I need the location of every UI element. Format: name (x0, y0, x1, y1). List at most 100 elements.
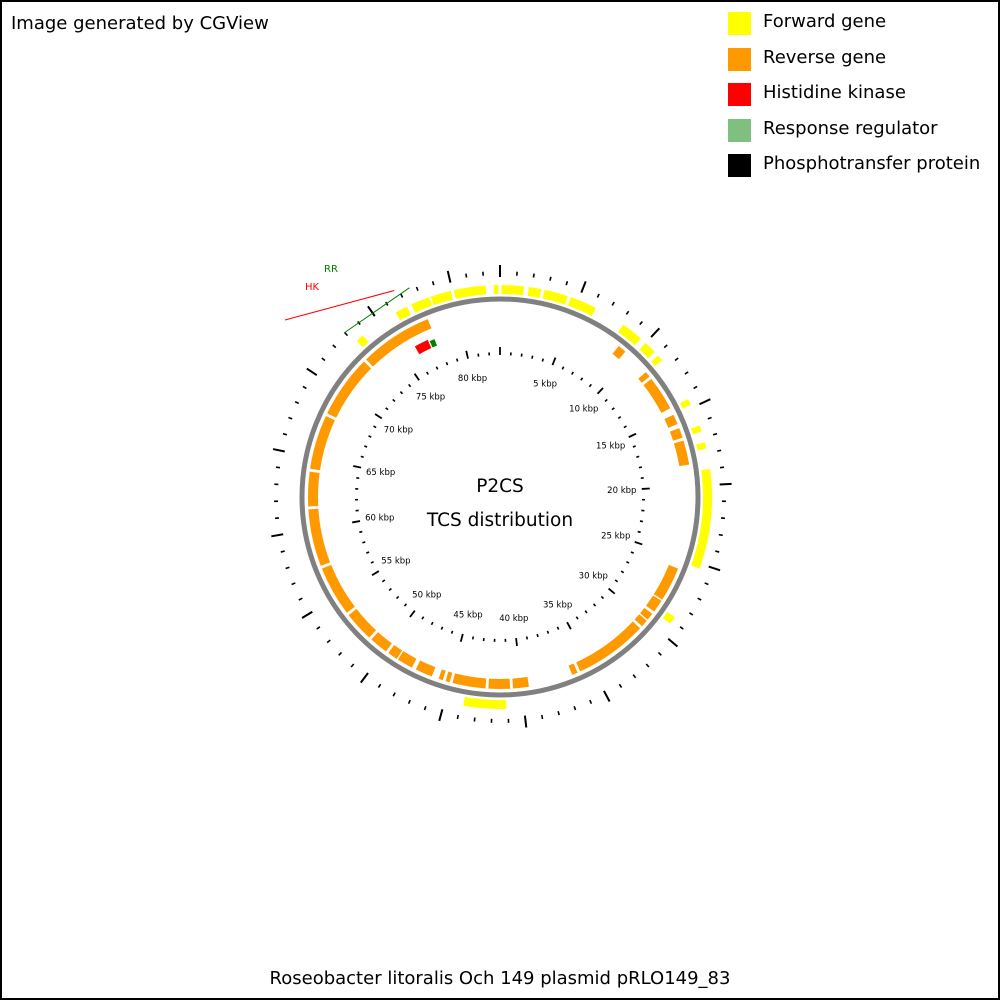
reverse-gene (643, 378, 671, 413)
outer-minor-tick (326, 639, 331, 644)
scale-label: 60 kbp (365, 514, 394, 524)
outer-minor-tick (639, 320, 643, 326)
inner-minor-tick (359, 530, 363, 534)
outer-minor-tick (285, 566, 290, 570)
hk-callout-line (284, 290, 395, 321)
outer-minor-tick (719, 466, 725, 469)
scale-label: 30 kbp (579, 572, 608, 582)
outer-minor-tick (332, 344, 337, 349)
cgview-credit: Image generated by CGView (11, 13, 269, 34)
reverse-gene (673, 440, 690, 467)
outer-minor-tick (717, 449, 722, 452)
outer-minor-tick (557, 711, 560, 716)
scale-label: 65 kbp (366, 468, 395, 478)
outer-minor-tick (282, 432, 288, 436)
outer-major-tick (360, 672, 369, 684)
outer-minor-tick (693, 385, 698, 390)
histidine-kinase-swatch (728, 83, 751, 106)
outer-minor-tick (302, 385, 307, 390)
inner-minor-tick (435, 366, 439, 370)
forward-gene (618, 324, 641, 346)
inner-major-tick (409, 610, 416, 618)
plasmid-backbone (299, 296, 701, 698)
outer-minor-tick (632, 674, 637, 679)
reverse-gene (634, 614, 647, 627)
inner-major-tick (551, 357, 557, 366)
outer-minor-tick (316, 626, 321, 630)
outer-minor-tick (549, 276, 552, 281)
scale-label: 35 kbp (543, 601, 572, 611)
outer-minor-tick (618, 683, 623, 688)
forward-gene (542, 289, 568, 305)
forward-gene (639, 342, 655, 359)
legend-label: Histidine kinase (763, 82, 906, 103)
inner-minor-tick (600, 595, 605, 600)
inner-minor-tick (611, 407, 615, 411)
scale-label: 80 kbp (458, 374, 487, 384)
forward-gene (430, 290, 453, 306)
inner-minor-tick (440, 626, 444, 630)
inner-minor-tick (471, 636, 475, 640)
reverse-gene (310, 416, 335, 471)
inner-major-tick (515, 637, 518, 647)
outer-major-tick (306, 367, 318, 377)
outer-minor-tick (712, 432, 718, 436)
forward-gene (395, 306, 411, 321)
outer-minor-tick (294, 400, 300, 405)
scale-label: 55 kbp (381, 557, 410, 567)
outer-minor-tick (715, 550, 720, 553)
inner-minor-tick (370, 560, 374, 564)
reverse-gene (640, 607, 653, 620)
inner-minor-tick (455, 358, 459, 362)
reverse-gene (488, 678, 511, 689)
inner-major-tick (371, 570, 380, 577)
outer-minor-tick (718, 533, 723, 537)
reverse-gene (327, 361, 372, 418)
forward-gene (662, 611, 675, 624)
outer-major-tick (580, 281, 587, 293)
inner-minor-tick (403, 603, 408, 607)
reverse-gene (638, 372, 650, 383)
outer-major-tick (271, 533, 284, 538)
feature-label-group: HK RR (284, 264, 410, 334)
inner-minor-tick (363, 445, 368, 448)
outer-major-tick (699, 398, 711, 406)
reverse-gene (415, 660, 436, 677)
inner-major-tick (459, 633, 464, 643)
forward-gene (691, 468, 712, 569)
inner-minor-tick (421, 616, 425, 620)
inner-minor-tick (525, 636, 529, 640)
outer-minor-tick (338, 651, 343, 656)
reverse-gene (321, 564, 355, 613)
outer-minor-tick (275, 466, 281, 469)
legend-label: Phosphotransfer protein (763, 153, 981, 174)
outer-minor-tick (625, 310, 630, 315)
outer-minor-tick (280, 550, 285, 553)
reverse-gene (445, 671, 453, 683)
forward-gene (679, 398, 691, 409)
reverse-gene-swatch (728, 47, 751, 71)
reverse-gene (366, 319, 432, 367)
forward-gene (691, 425, 702, 435)
inner-minor-tick (546, 630, 550, 634)
scale-label: 50 kbp (412, 591, 441, 601)
outer-minor-tick (350, 663, 355, 668)
outer-minor-tick (400, 293, 404, 298)
reverse-gene (512, 676, 529, 689)
reverse-gene (308, 508, 331, 566)
outer-minor-tick (532, 273, 535, 278)
outer-major-tick (719, 482, 732, 486)
plasmid-caption: Roseobacter litoralis Och 149 plasmid pR… (269, 968, 731, 989)
inner-minor-tick (575, 616, 579, 620)
forward-gene (411, 297, 433, 313)
inner-minor-tick (373, 425, 377, 429)
outer-minor-tick (407, 699, 411, 705)
forward-gene (567, 297, 596, 316)
forward-gene (696, 442, 707, 451)
inner-minor-tick (636, 455, 640, 458)
response-regulator-swatch (728, 118, 751, 142)
outer-minor-tick (611, 301, 615, 306)
inner-minor-tick (571, 371, 574, 375)
